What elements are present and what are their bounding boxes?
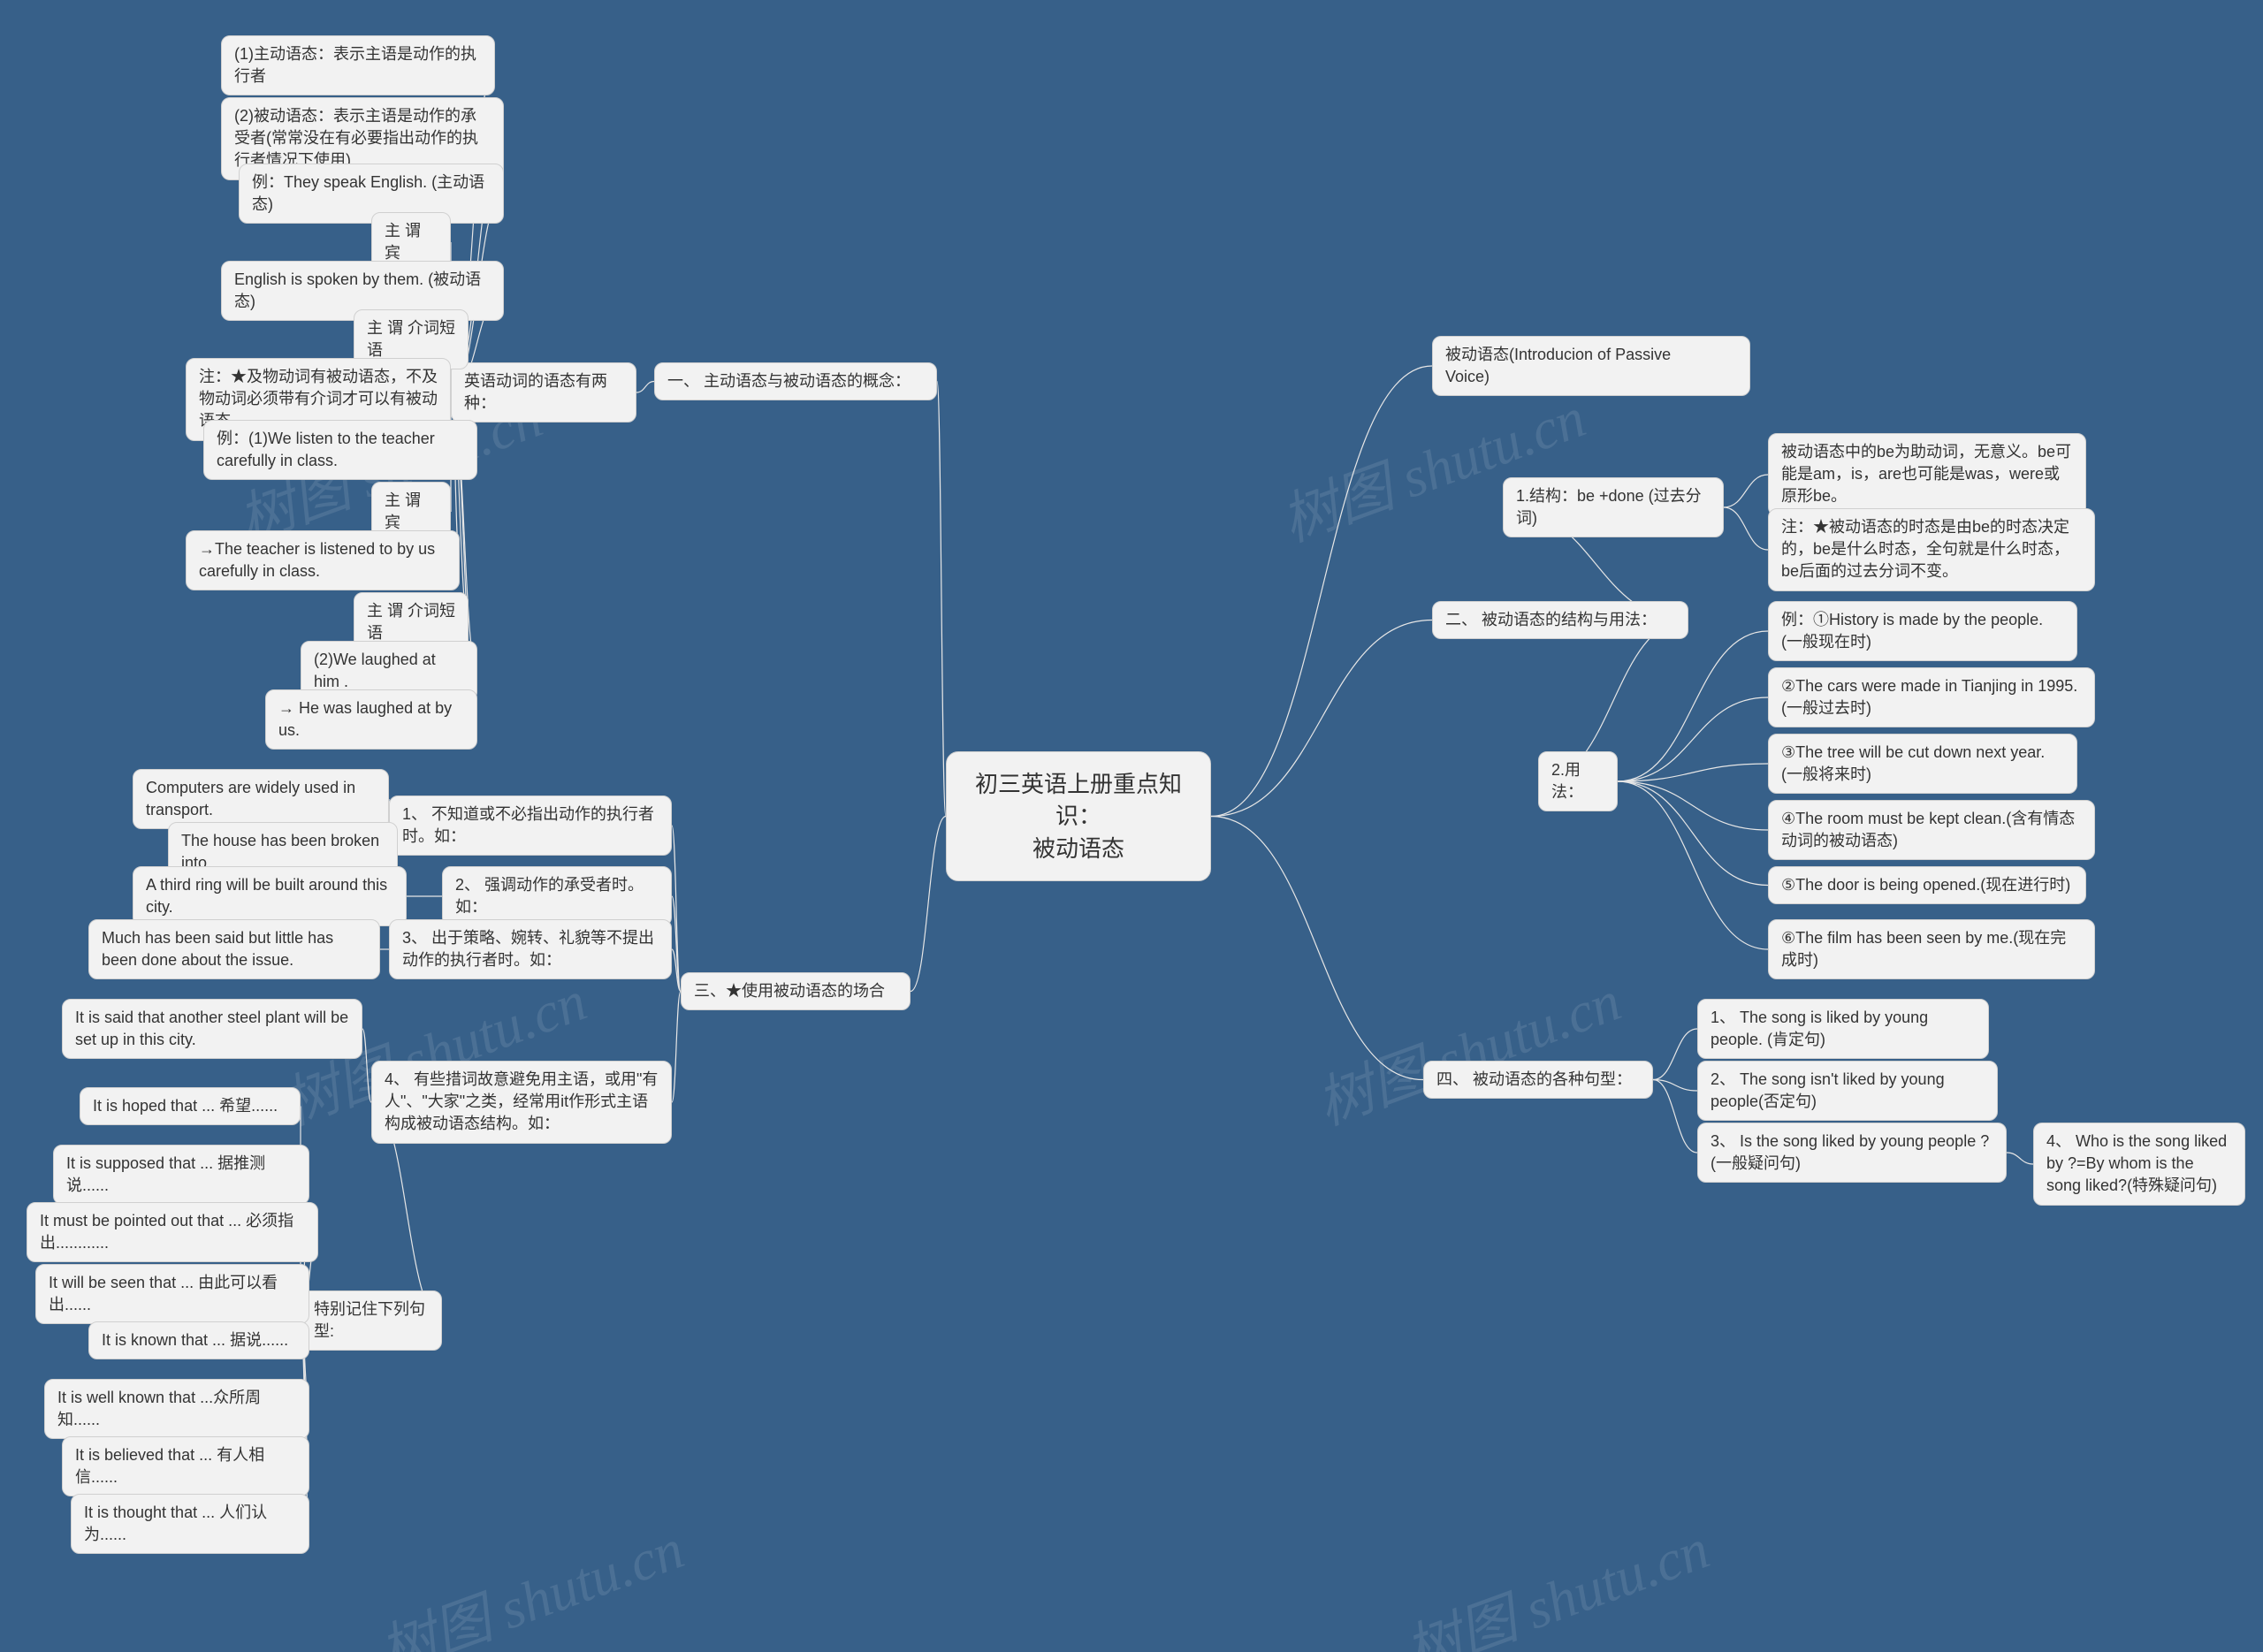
mindmap-node: 2、 The song isn't liked by young people(… bbox=[1697, 1061, 1998, 1121]
root-node: 初三英语上册重点知识： 被动语态 bbox=[946, 751, 1211, 881]
mindmap-node: 三、★使用被动语态的场合 bbox=[681, 972, 911, 1010]
watermark: 树图 shutu.cn bbox=[1392, 1504, 1718, 1652]
connector bbox=[1211, 366, 1432, 817]
mindmap-node: 二、 被动语态的结构与用法： bbox=[1432, 601, 1688, 639]
connector bbox=[1618, 781, 1768, 830]
connector bbox=[2007, 1153, 2033, 1164]
connector bbox=[1618, 697, 1768, 781]
mindmap-node: Much has been said but little has been d… bbox=[88, 919, 380, 979]
connector bbox=[672, 992, 681, 1103]
mindmap-node: It is well known that ...众所周知...... bbox=[44, 1379, 309, 1439]
mindmap-node: 3、 出于策略、婉转、礼貌等不提出动作的执行者时。如： bbox=[389, 919, 672, 979]
connector bbox=[1618, 631, 1768, 781]
mindmap-node: 2、 强调动作的承受者时。如： bbox=[442, 866, 672, 926]
mindmap-node: It must be pointed out that ... 必须指出....… bbox=[27, 1202, 318, 1262]
mindmap-node: It is known that ... 据说...... bbox=[88, 1321, 309, 1359]
mindmap-node: 例：They speak English. (主动语态) bbox=[239, 164, 504, 224]
watermark: 树图 shutu.cn bbox=[367, 1504, 693, 1652]
mindmap-node: 注：★被动语态的时态是由be的时态决定的，be是什么时态，全句就是什么时态，be… bbox=[1768, 508, 2095, 591]
mindmap-node: 四、 被动语态的各种句型： bbox=[1423, 1061, 1653, 1099]
connector bbox=[672, 949, 681, 992]
mindmap-node: 例：①History is made by the people. (一般现在时… bbox=[1768, 601, 2077, 661]
mindmap-node: 3、 Is the song liked by young people ?(一… bbox=[1697, 1123, 2007, 1183]
mindmap-node: 1.结构：be +done (过去分词) bbox=[1503, 477, 1724, 537]
connector bbox=[1724, 507, 1768, 550]
mindmap-node: 1、 The song is liked by young people. (肯… bbox=[1697, 999, 1989, 1059]
mindmap-node: 2.用法： bbox=[1538, 751, 1618, 811]
connector bbox=[672, 826, 681, 992]
mindmap-node: 4、 Who is the song liked by ?=By whom is… bbox=[2033, 1123, 2245, 1206]
connector bbox=[1618, 781, 1768, 886]
connector bbox=[1211, 620, 1432, 817]
mindmap-node: 例：(1)We listen to the teacher carefully … bbox=[203, 420, 477, 480]
mindmap-node: A third ring will be built around this c… bbox=[133, 866, 407, 926]
mindmap-node: It will be seen that ... 由此可以看出...... bbox=[35, 1264, 309, 1324]
mindmap-node: ⑤The door is being opened.(现在进行时) bbox=[1768, 866, 2086, 904]
connector bbox=[1211, 817, 1423, 1080]
mindmap-node: ②The cars were made in Tianjing in 1995.… bbox=[1768, 667, 2095, 727]
connector bbox=[1653, 1080, 1697, 1092]
connector bbox=[1724, 475, 1768, 507]
mindmap-node: It is thought that ... 人们认为...... bbox=[71, 1494, 309, 1554]
connector bbox=[672, 896, 681, 992]
mindmap-node: It is supposed that ... 据推测说...... bbox=[53, 1145, 309, 1205]
mindmap-node: ④The room must be kept clean.(含有情态动词的被动语… bbox=[1768, 800, 2095, 860]
mindmap-node: It is believed that ... 有人相信...... bbox=[62, 1436, 309, 1496]
mindmap-node: 被动语态中的be为助动词，无意义。be可能是am，is，are也可能是was，w… bbox=[1768, 433, 2086, 516]
connector bbox=[362, 1029, 371, 1102]
mindmap-node: 被动语态(Introducion of Passive Voice) bbox=[1432, 336, 1750, 396]
mindmap-node: It is said that another steel plant will… bbox=[62, 999, 362, 1059]
mindmap-node: →The teacher is listened to by us carefu… bbox=[186, 530, 460, 590]
mindmap-node: 特别记住下列句型: bbox=[301, 1290, 442, 1351]
mindmap-node: Computers are widely used in transport. bbox=[133, 769, 389, 829]
mindmap-node: → He was laughed at by us. bbox=[265, 689, 477, 750]
mindmap-canvas: 树图 shutu.cn树图 shutu.cn树图 shutu.cn树图 shut… bbox=[0, 0, 2263, 1652]
watermark: 树图 shutu.cn bbox=[1304, 955, 1630, 1140]
mindmap-node: 4、 有些措词故意避免用主语，或用"有人"、"大家"之类，经常用it作形式主语构… bbox=[371, 1061, 672, 1144]
mindmap-node: 英语动词的语态有两种： bbox=[451, 362, 636, 423]
connector bbox=[1653, 1080, 1697, 1153]
connector bbox=[937, 382, 946, 817]
connector bbox=[1618, 781, 1768, 949]
mindmap-node: It is hoped that ... 希望...... bbox=[80, 1087, 301, 1125]
connector bbox=[1653, 1029, 1697, 1080]
mindmap-node: ⑥The film has been seen by me.(现在完成时) bbox=[1768, 919, 2095, 979]
mindmap-node: 1、 不知道或不必指出动作的执行者时。如： bbox=[389, 796, 672, 856]
mindmap-node: (1)主动语态：表示主语是动作的执行者 bbox=[221, 35, 495, 95]
mindmap-node: 一、 主动语态与被动语态的概念： bbox=[654, 362, 937, 400]
connector bbox=[911, 817, 946, 992]
mindmap-node: ③The tree will be cut down next year.(一般… bbox=[1768, 734, 2077, 794]
connector bbox=[636, 382, 654, 393]
connector bbox=[1618, 764, 1768, 781]
